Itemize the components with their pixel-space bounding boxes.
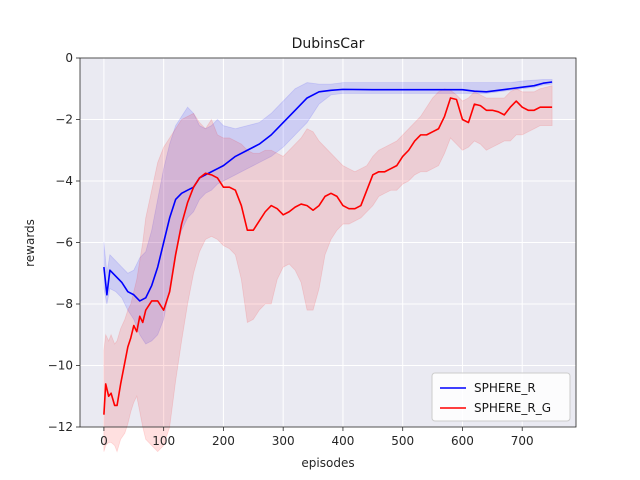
y-axis-ticks: −12 −10 −8 −6 −4 −2 0 — [48, 51, 80, 434]
y-tick-label-2: −8 — [55, 297, 73, 311]
x-tick-label-2: 200 — [212, 434, 235, 448]
x-tick-label-5: 500 — [391, 434, 414, 448]
legend-label-SPHERE_R: SPHERE_R — [474, 381, 536, 395]
series-line-SPHERE_R — [103, 81, 553, 302]
x-tick-label-3: 300 — [272, 434, 295, 448]
y-tick-label-3: −6 — [55, 236, 73, 250]
x-tick-label-4: 400 — [331, 434, 354, 448]
legend: SPHERE_R SPHERE_R_G — [431, 372, 571, 422]
x-tick-label-6: 600 — [451, 434, 474, 448]
series-line-SPHERE_R_G — [103, 97, 553, 415]
series-lines — [103, 81, 553, 415]
legend-box — [431, 372, 571, 422]
y-tick-label-4: −4 — [55, 174, 73, 188]
y-tick-label-6: 0 — [65, 51, 73, 65]
chart-title: DubinsCar — [292, 36, 365, 52]
x-tick-label-7: 700 — [511, 434, 534, 448]
grid — [80, 57, 576, 428]
y-axis-label: rewards — [23, 219, 37, 267]
y-tick-label-1: −10 — [48, 359, 73, 373]
legend-label-SPHERE_R_G: SPHERE_R_G — [474, 401, 551, 415]
x-tick-label-0: 0 — [100, 434, 108, 448]
x-axis-label: episodes — [301, 456, 354, 470]
y-tick-label-0: −12 — [48, 420, 73, 434]
x-tick-label-1: 100 — [152, 434, 175, 448]
x-axis-ticks: 0 100 200 300 400 500 600 700 — [100, 427, 534, 448]
y-tick-label-5: −2 — [55, 113, 73, 127]
